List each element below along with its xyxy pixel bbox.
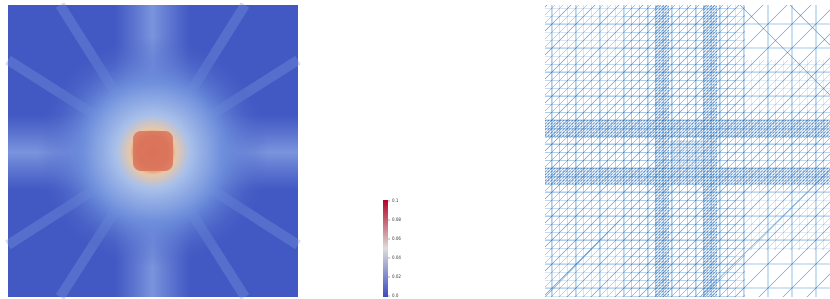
- tick-label: 0.02: [392, 274, 401, 279]
- figure: 0.1 0.08 0.06 0.04 0.02 0.0: [0, 0, 830, 299]
- tick-label: 0.0: [392, 293, 399, 298]
- tick-label: 0.08: [392, 217, 401, 222]
- tick-label: 0.06: [392, 236, 401, 241]
- tick-label: 0.1: [392, 198, 399, 203]
- colorbar-gradient: [383, 200, 388, 297]
- colorbar: 0.1 0.08 0.06 0.04 0.02 0.0: [383, 198, 401, 298]
- mesh-plot: [545, 5, 830, 297]
- field-plot: [8, 5, 298, 297]
- tick-label: 0.04: [392, 255, 401, 260]
